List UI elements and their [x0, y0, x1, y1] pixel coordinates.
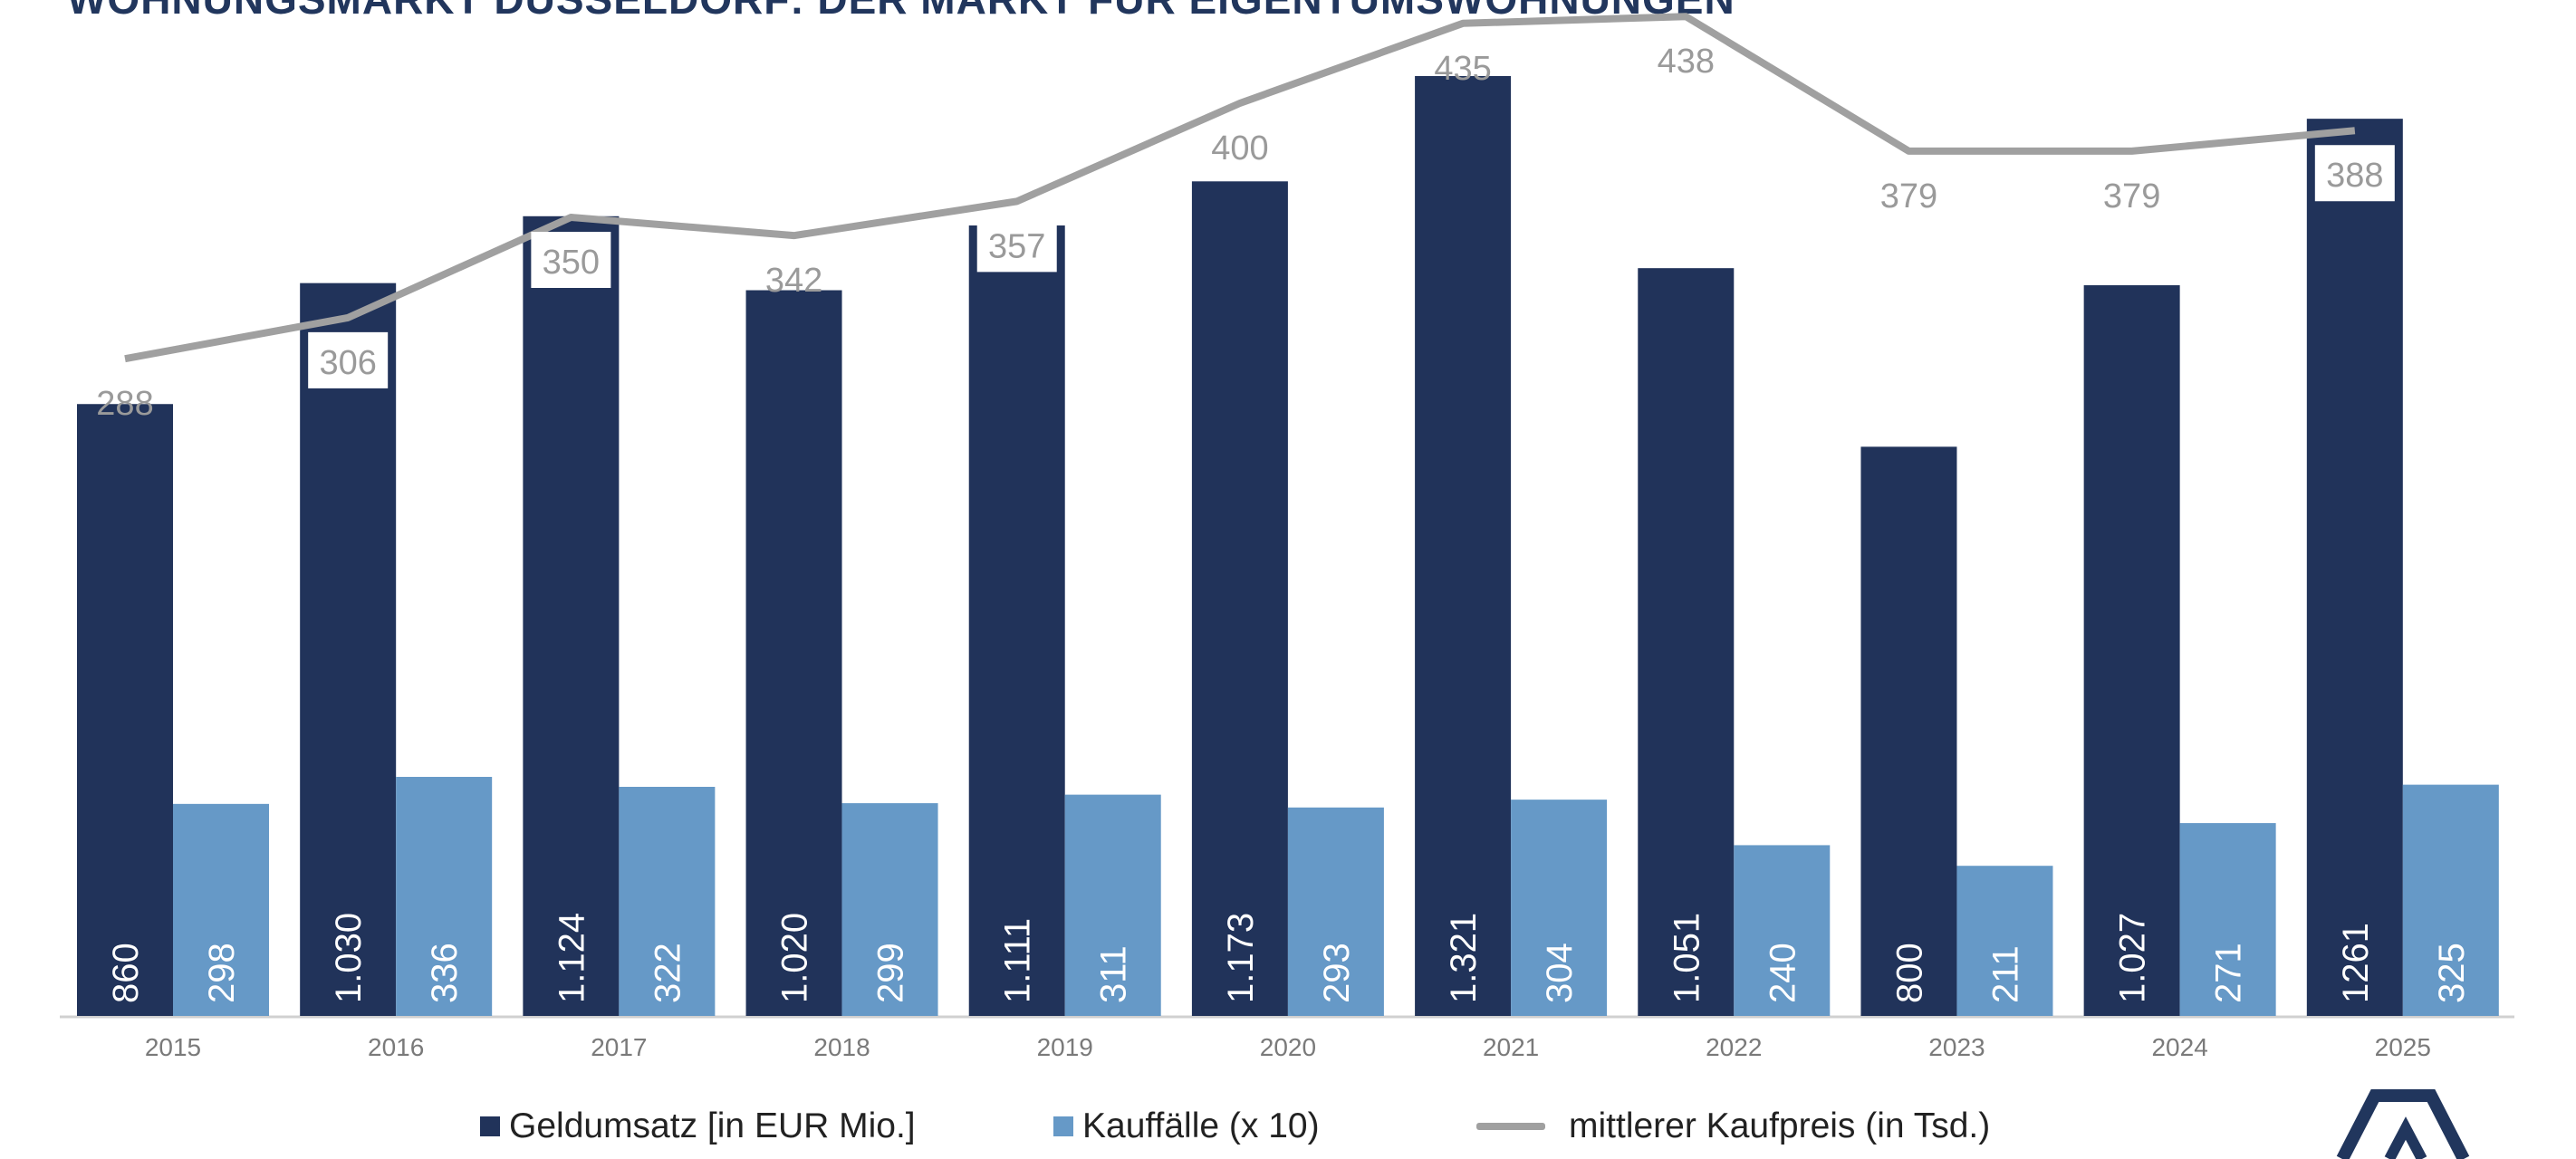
bar-kauffaelle-2020	[1287, 807, 1384, 1016]
bar-kauffaelle-2016	[396, 776, 493, 1016]
point-label-kaufpreis-2017: 350	[543, 244, 600, 282]
x-tick-label-2017: 2017	[591, 1033, 647, 1061]
bar-label-geldumsatz-2024: 1.027	[2113, 913, 2153, 1003]
x-tick-label-2025: 2025	[2375, 1033, 2431, 1061]
legend-item-geldumsatz: Geldumsatz [in EUR Mio.]	[480, 1106, 916, 1146]
bar-kauffaelle-2023	[1956, 866, 2053, 1016]
x-tick-label-2023: 2023	[1928, 1033, 1985, 1061]
point-label-kaufpreis-2016: 306	[319, 344, 376, 382]
chart-canvas: 860 298 2015 1.030 336 2016 1.124 322 2017 1.020 2…	[60, 13, 2514, 1061]
legend-item-kauffaelle: Kauffälle (x 10)	[1053, 1106, 1320, 1146]
x-tick-label-2022: 2022	[1706, 1033, 1762, 1061]
x-tick-label-2016: 2016	[368, 1033, 424, 1061]
bar-geldumsatz-2023	[1860, 446, 1957, 1016]
legend-label-geldumsatz: Geldumsatz [in EUR Mio.]	[509, 1106, 916, 1145]
bar-geldumsatz-2021	[1415, 76, 1512, 1016]
point-label-kaufpreis-2019: 357	[988, 227, 1045, 265]
bar-label-kauffaelle-2024: 271	[2209, 943, 2249, 1003]
bar-label-kauffaelle-2018: 299	[871, 943, 911, 1003]
bar-geldumsatz-2022	[1638, 268, 1735, 1016]
point-label-kaufpreis-2022: 438	[1658, 43, 1715, 81]
bar-label-geldumsatz-2023: 800	[1889, 943, 1929, 1003]
bar-label-geldumsatz-2025: 1261	[2336, 923, 2376, 1003]
point-label-kaufpreis-2015: 288	[96, 385, 153, 423]
legend-line-kaufpreis	[1476, 1123, 1545, 1130]
bar-label-kauffaelle-2019: 311	[1094, 945, 1134, 1003]
bar-label-geldumsatz-2022: 1.051	[1667, 913, 1706, 1003]
bar-geldumsatz-2015	[77, 404, 173, 1016]
company-logo-icon	[2336, 1089, 2470, 1159]
bar-label-geldumsatz-2020: 1.173	[1221, 913, 1261, 1003]
bar-kauffaelle-2024	[2179, 823, 2276, 1016]
bar-geldumsatz-2016	[300, 283, 397, 1017]
bar-label-geldumsatz-2019: 1.111	[998, 918, 1038, 1003]
point-label-box-kaufpreis-2019	[976, 216, 1057, 273]
point-label-kaufpreis-2025: 388	[2326, 157, 2383, 195]
x-tick-label-2019: 2019	[1037, 1033, 1093, 1061]
bar-kauffaelle-2018	[841, 803, 938, 1016]
bar-label-kauffaelle-2015: 298	[202, 943, 242, 1003]
bar-kauffaelle-2025	[2402, 784, 2499, 1016]
point-label-box-kaufpreis-2025	[2314, 145, 2395, 202]
bar-label-geldumsatz-2015: 860	[106, 943, 146, 1003]
point-label-kaufpreis-2020: 400	[1211, 129, 1268, 168]
x-tick-label-2024: 2024	[2151, 1033, 2207, 1061]
x-tick-label-2018: 2018	[813, 1033, 870, 1061]
point-label-kaufpreis-2021: 435	[1434, 50, 1491, 88]
bar-label-kauffaelle-2022: 240	[1763, 943, 1802, 1003]
point-label-box-kaufpreis-2016	[308, 331, 389, 388]
bar-label-kauffaelle-2021: 304	[1540, 943, 1580, 1003]
bar-label-kauffaelle-2020: 293	[1317, 943, 1357, 1003]
bar-label-kauffaelle-2016: 336	[425, 943, 465, 1003]
bar-label-geldumsatz-2021: 1.321	[1444, 913, 1484, 1003]
x-tick-label-2020: 2020	[1260, 1033, 1316, 1061]
bar-kauffaelle-2017	[619, 786, 716, 1016]
bar-geldumsatz-2024	[2083, 285, 2180, 1017]
legend-swatch-kauffaelle	[1053, 1116, 1073, 1136]
chart-title: WOHNUNGSMARKT DÜSSELDORF: DER MARKT FÜR …	[67, 0, 1735, 24]
bar-label-kauffaelle-2025: 325	[2432, 943, 2472, 1003]
legend-item-kaufpreis: mittlerer Kaufpreis (in Tsd.)	[1476, 1106, 1990, 1146]
bar-label-geldumsatz-2017: 1.124	[552, 913, 591, 1003]
bar-geldumsatz-2018	[745, 290, 842, 1017]
point-label-kaufpreis-2018: 342	[765, 262, 822, 300]
x-tick-label-2021: 2021	[1483, 1033, 1539, 1061]
bar-geldumsatz-2025	[2306, 119, 2403, 1016]
bar-geldumsatz-2020	[1191, 181, 1288, 1017]
bar-geldumsatz-2017	[523, 216, 620, 1016]
point-label-kaufpreis-2023: 379	[1880, 177, 1937, 216]
legend-label-kauffaelle: Kauffälle (x 10)	[1082, 1106, 1320, 1145]
line-kaufpreis	[124, 13, 2356, 363]
bar-label-geldumsatz-2016: 1.030	[329, 913, 369, 1003]
point-label-kaufpreis-2024: 379	[2103, 177, 2160, 216]
legend: Geldumsatz [in EUR Mio.] Kauffälle (x 10…	[0, 1106, 2576, 1152]
bar-label-geldumsatz-2018: 1.020	[775, 913, 815, 1003]
bar-kauffaelle-2019	[1064, 794, 1161, 1016]
point-label-box-kaufpreis-2017	[531, 232, 611, 288]
bar-geldumsatz-2019	[968, 225, 1065, 1016]
x-tick-label-2015: 2015	[145, 1033, 201, 1061]
bar-kauffaelle-2021	[1511, 800, 1608, 1016]
bar-label-kauffaelle-2017: 322	[648, 943, 687, 1003]
bar-kauffaelle-2022	[1734, 845, 1831, 1016]
bar-label-kauffaelle-2023: 211	[1985, 945, 2025, 1003]
bar-kauffaelle-2015	[173, 803, 269, 1016]
legend-label-kaufpreis: mittlerer Kaufpreis (in Tsd.)	[1569, 1106, 1991, 1145]
legend-swatch-geldumsatz	[480, 1116, 500, 1136]
